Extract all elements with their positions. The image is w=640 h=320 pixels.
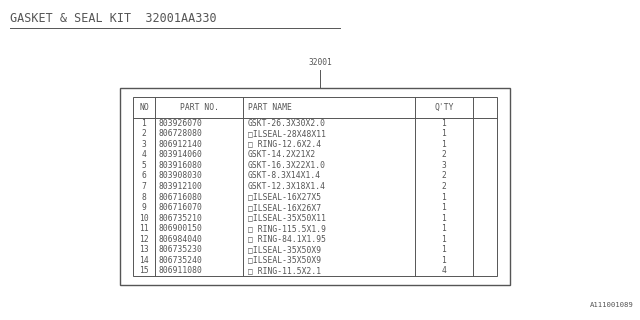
Text: □ RING-115.5X1.9: □ RING-115.5X1.9 [248,224,326,233]
Text: □ILSEAL-35X50X9: □ILSEAL-35X50X9 [248,245,321,254]
Text: □ RING-11.5X2.1: □ RING-11.5X2.1 [248,266,321,275]
Text: 6: 6 [141,172,147,180]
Text: GSKT-26.3X30X2.0: GSKT-26.3X30X2.0 [248,119,326,128]
Text: GSKT-16.3X22X1.0: GSKT-16.3X22X1.0 [248,161,326,170]
Text: 806735230: 806735230 [158,245,202,254]
Text: 7: 7 [141,182,147,191]
Text: 5: 5 [141,161,147,170]
Text: 1: 1 [442,119,447,128]
Text: □ILSEAL-16X27X5: □ILSEAL-16X27X5 [248,193,321,202]
Text: 15: 15 [139,266,149,275]
Text: 4: 4 [141,150,147,159]
Text: 1: 1 [442,245,447,254]
Text: □ RING-12.6X2.4: □ RING-12.6X2.4 [248,140,321,149]
Text: 10: 10 [139,213,149,223]
Text: 1: 1 [442,129,447,138]
Text: 1: 1 [442,203,447,212]
Text: NO: NO [139,103,149,112]
Text: 2: 2 [442,172,447,180]
Text: 803914060: 803914060 [158,150,202,159]
Text: PART NAME: PART NAME [248,103,292,112]
Text: 806911080: 806911080 [158,266,202,275]
Text: PART NO.: PART NO. [179,103,218,112]
Text: 1: 1 [442,193,447,202]
Text: 806735240: 806735240 [158,256,202,265]
Text: □ILSEAL-16X26X7: □ILSEAL-16X26X7 [248,203,321,212]
Text: 1: 1 [442,235,447,244]
Text: GSKT-8.3X14X1.4: GSKT-8.3X14X1.4 [248,172,321,180]
Text: □ILSEAL-35X50X9: □ILSEAL-35X50X9 [248,256,321,265]
Text: 803912100: 803912100 [158,182,202,191]
Text: 11: 11 [139,224,149,233]
Text: 806716070: 806716070 [158,203,202,212]
Text: 9: 9 [141,203,147,212]
Text: 803908030: 803908030 [158,172,202,180]
Text: 1: 1 [141,119,147,128]
Text: 12: 12 [139,235,149,244]
Text: □ RING-84.1X1.95: □ RING-84.1X1.95 [248,235,326,244]
Text: 4: 4 [442,266,447,275]
Text: 806728080: 806728080 [158,129,202,138]
Text: 1: 1 [442,213,447,223]
Text: 1: 1 [442,256,447,265]
Text: □ILSEAL-28X48X11: □ILSEAL-28X48X11 [248,129,326,138]
Text: A111001089: A111001089 [590,302,634,308]
Text: □ILSEAL-35X50X11: □ILSEAL-35X50X11 [248,213,326,223]
Text: GASKET & SEAL KIT  32001AA330: GASKET & SEAL KIT 32001AA330 [10,12,216,25]
Text: 806716080: 806716080 [158,193,202,202]
Text: GSKT-14.2X21X2: GSKT-14.2X21X2 [248,150,316,159]
Text: 3: 3 [141,140,147,149]
Text: 2: 2 [141,129,147,138]
Text: GSKT-12.3X18X1.4: GSKT-12.3X18X1.4 [248,182,326,191]
Text: 1: 1 [442,224,447,233]
Text: 803926070: 803926070 [158,119,202,128]
Bar [133,97,497,276]
Text: 14: 14 [139,256,149,265]
Text: 13: 13 [139,245,149,254]
Text: 1: 1 [442,140,447,149]
Text: 806912140: 806912140 [158,140,202,149]
Text: 806900150: 806900150 [158,224,202,233]
Text: 8: 8 [141,193,147,202]
Text: 2: 2 [442,150,447,159]
Text: 2: 2 [442,182,447,191]
Text: Q'TY: Q'TY [435,103,454,112]
Text: 806984040: 806984040 [158,235,202,244]
Text: 32001: 32001 [308,58,332,67]
Text: 806735210: 806735210 [158,213,202,223]
Text: 3: 3 [442,161,447,170]
Bar [120,88,510,285]
Text: 803916080: 803916080 [158,161,202,170]
